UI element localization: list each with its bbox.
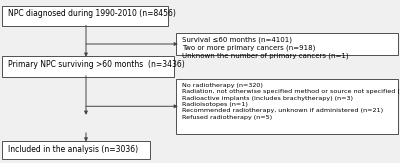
Text: Included in the analysis (n=3036): Included in the analysis (n=3036) <box>8 145 138 154</box>
FancyBboxPatch shape <box>2 6 168 26</box>
FancyBboxPatch shape <box>2 141 150 159</box>
Text: No radiotherapy (n=320)
Radiation, not otherwise specified method or source not : No radiotherapy (n=320) Radiation, not o… <box>182 83 400 120</box>
FancyBboxPatch shape <box>176 33 398 55</box>
FancyBboxPatch shape <box>176 79 398 134</box>
FancyBboxPatch shape <box>2 56 174 77</box>
Text: Survival ≤60 months (n=4101)
Two or more primary cancers (n=918)
Unknown the num: Survival ≤60 months (n=4101) Two or more… <box>182 36 349 59</box>
Text: Primary NPC surviving >60 months  (n=3436): Primary NPC surviving >60 months (n=3436… <box>8 60 185 69</box>
Text: NPC diagnosed during 1990-2010 (n=8456): NPC diagnosed during 1990-2010 (n=8456) <box>8 9 176 18</box>
